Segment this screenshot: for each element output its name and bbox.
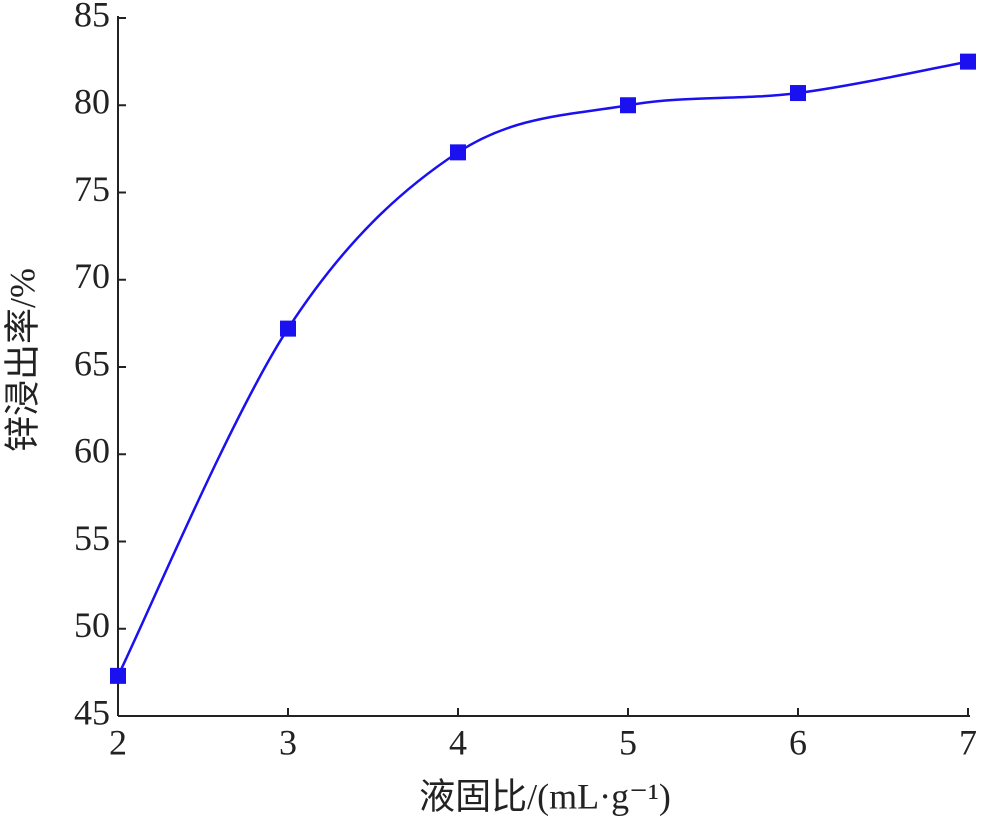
marker xyxy=(280,320,296,337)
series-line xyxy=(116,60,969,677)
y-tick-label: 75 xyxy=(74,169,110,209)
x-tick-label: 6 xyxy=(789,722,807,762)
y-axis-label: 锌浸出率/% xyxy=(2,268,42,452)
marker xyxy=(960,53,976,70)
x-axis-label: 液固比/(mL·g⁻¹) xyxy=(419,776,671,816)
marker xyxy=(620,97,636,114)
y-tick-label: 70 xyxy=(74,256,110,296)
x-tick-label: 3 xyxy=(279,722,297,762)
y-tick-label: 65 xyxy=(74,343,110,383)
marker xyxy=(450,144,466,161)
y-tick-label: 45 xyxy=(74,692,110,732)
marker xyxy=(110,667,126,684)
y-tick-label: 80 xyxy=(74,82,110,122)
y-tick-label: 55 xyxy=(74,518,110,558)
y-tick-label: 60 xyxy=(74,431,110,471)
x-tick-label: 5 xyxy=(619,722,637,762)
marker xyxy=(790,85,806,102)
x-tick-label: 7 xyxy=(959,722,977,762)
x-tick-label: 2 xyxy=(109,722,127,762)
x-tick-label: 4 xyxy=(449,722,467,762)
y-tick-label: 50 xyxy=(74,605,110,645)
y-tick-label: 85 xyxy=(74,0,110,34)
